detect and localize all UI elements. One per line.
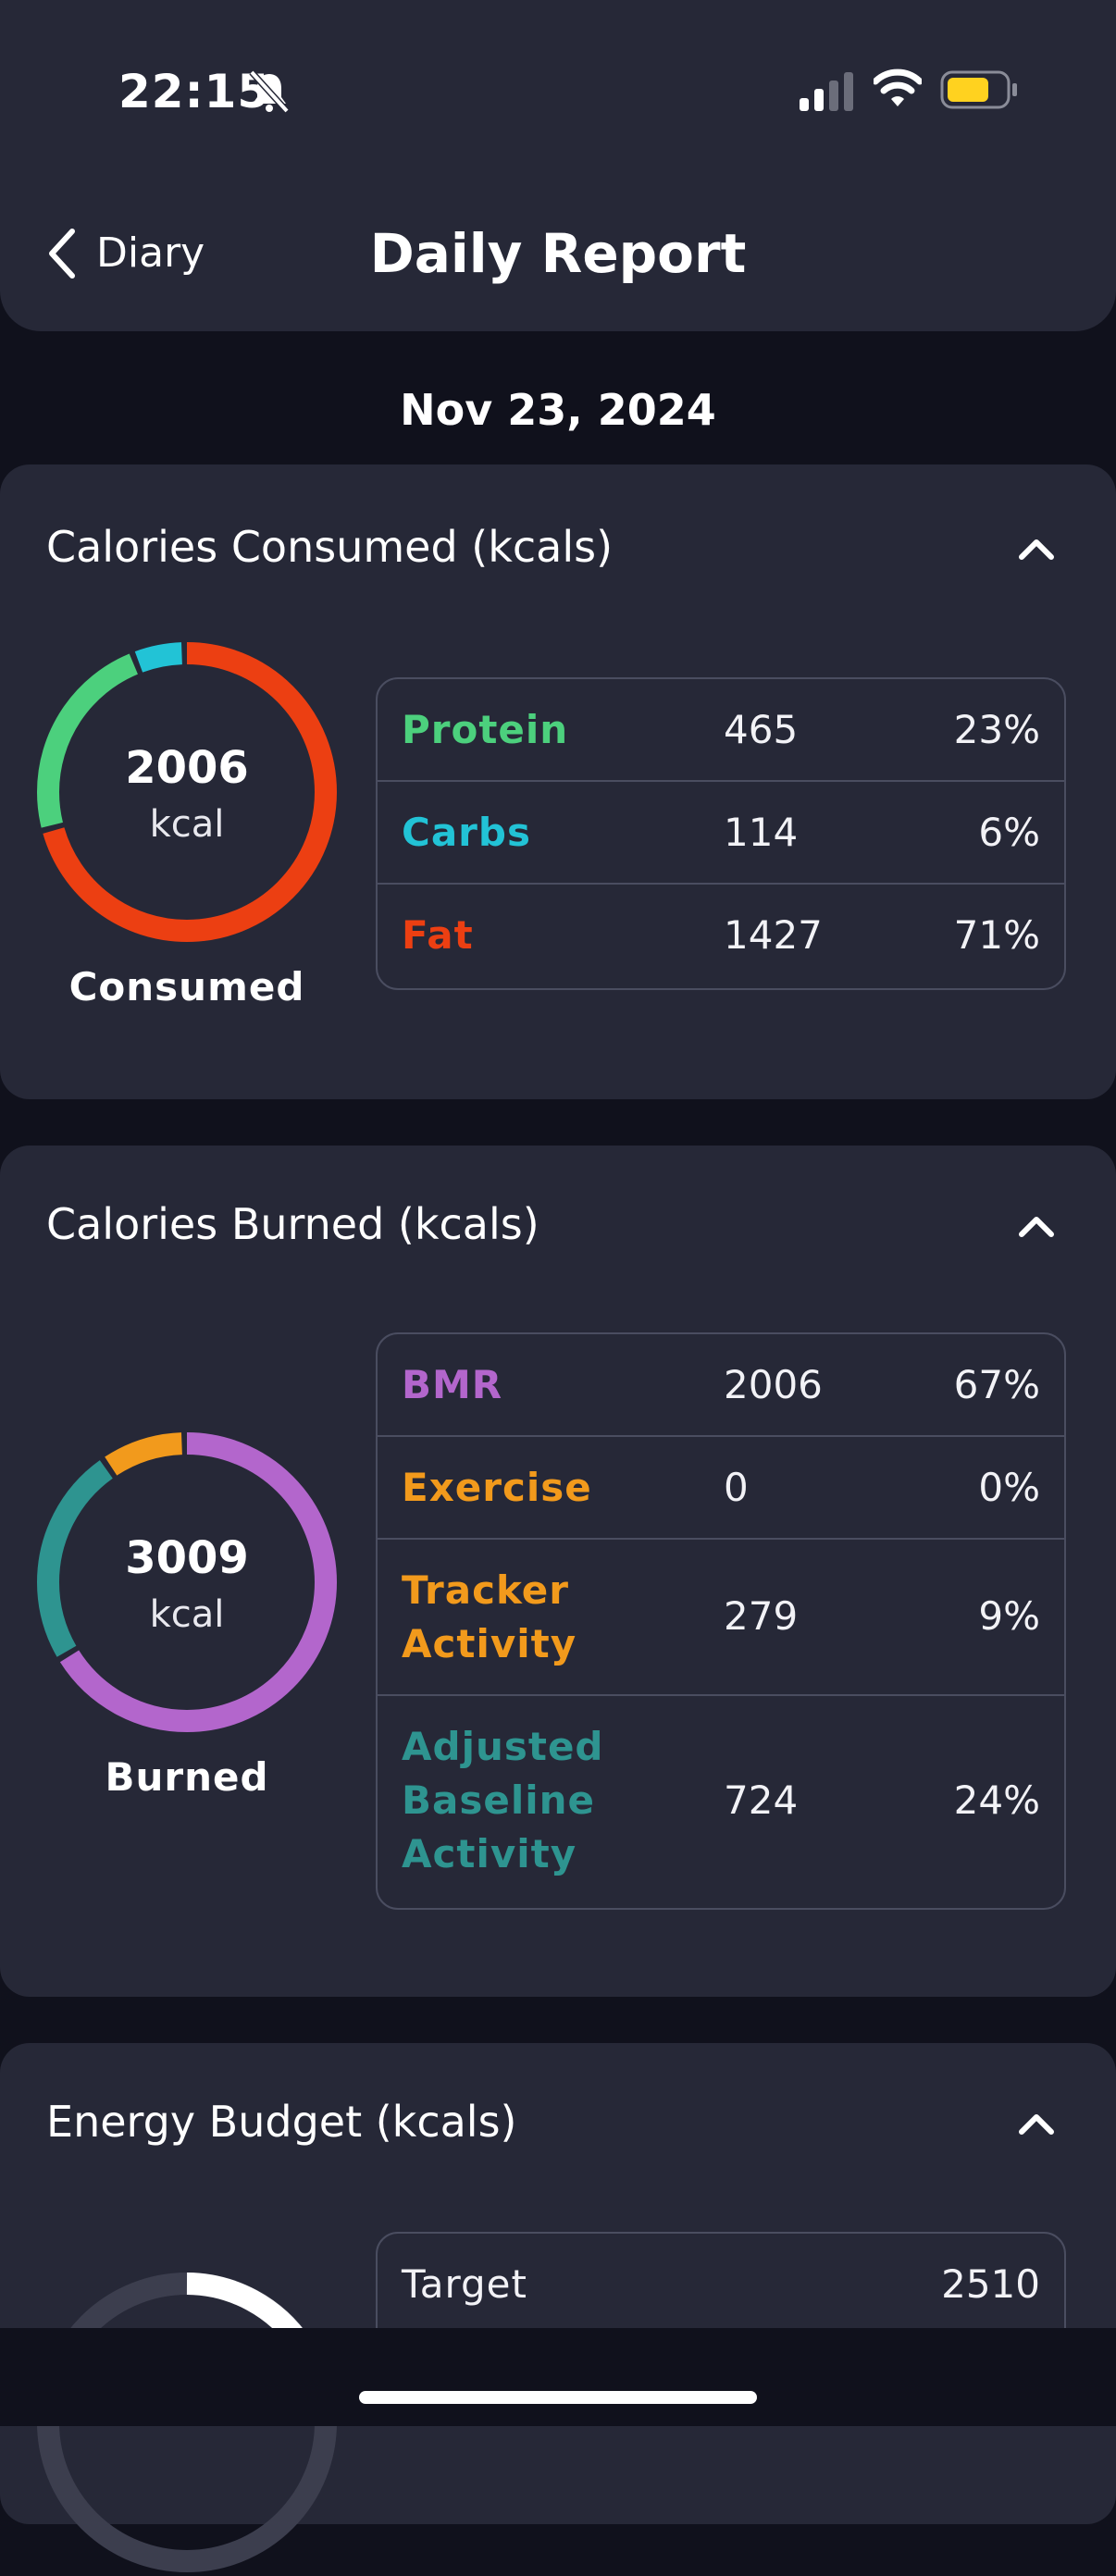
row-label: Tracker Activity (402, 1567, 577, 1666)
home-indicator-area (0, 2328, 1116, 2426)
table-row: Target 2510 (378, 2234, 1064, 2336)
calories-burned-card: Calories Burned (kcals) 3009 kcal Burned… (0, 1146, 1116, 1997)
ring-segment-bmr (37, 1432, 337, 1732)
row-label: Carbs (402, 810, 531, 855)
row-percent: 24% (953, 1777, 1040, 1823)
card-title: Energy Budget (kcals) (46, 2097, 517, 2147)
row-value: 1427 (724, 912, 823, 958)
status-time: 22:15 (118, 65, 271, 118)
consumed-table: Protein 465 23% Carbs 114 6% Fat 1427 71… (376, 677, 1066, 990)
row-label: BMR (402, 1362, 503, 1407)
row-percent: 71% (953, 912, 1040, 958)
ring-segment-protein (37, 642, 337, 942)
consumed-unit: kcal (149, 803, 225, 846)
row-label: Adjusted Baseline Activity (402, 1724, 604, 1876)
row-percent: 6% (978, 810, 1040, 855)
row-value: 2510 (941, 2261, 1040, 2307)
table-row: Protein 465 23% (378, 679, 1064, 782)
bell-muted-icon (249, 69, 290, 114)
energy-budget-card: Energy Budget (kcals) Target 2510 (0, 2043, 1116, 2572)
page-title: Daily Report (369, 222, 747, 285)
table-row: Exercise 0 0% (378, 1437, 1064, 1540)
collapse-chevron-icon[interactable] (1016, 535, 1057, 563)
row-value: 724 (724, 1777, 799, 1823)
row-label: Exercise (402, 1465, 592, 1510)
report-date[interactable]: Nov 23, 2024 (400, 385, 716, 435)
table-row: Carbs 114 6% (378, 782, 1064, 885)
table-row: Tracker Activity 279 9% (378, 1540, 1064, 1696)
signal-icon (800, 72, 853, 111)
header (0, 0, 1116, 331)
row-percent: 23% (953, 707, 1040, 752)
battery-icon (940, 70, 1017, 109)
row-label: Target (402, 2261, 527, 2307)
collapse-chevron-icon[interactable] (1016, 2110, 1057, 2137)
ring-segment-adjusted-baseline-activity (37, 1432, 337, 1732)
collapse-chevron-icon[interactable] (1016, 1212, 1057, 1240)
burned-table: BMR 2006 67% Exercise 0 0% Tracker Activ… (376, 1332, 1066, 1910)
table-row: BMR 2006 67% (378, 1334, 1064, 1437)
consumed-ring-chart (37, 642, 337, 942)
consumed-caption: Consumed (68, 964, 305, 1009)
table-row: Adjusted Baseline Activity 724 24% (378, 1696, 1064, 1908)
row-value: 2006 (724, 1362, 823, 1407)
wifi-icon (874, 68, 922, 106)
home-indicator[interactable] (359, 2391, 757, 2404)
table-row: Fat 1427 71% (378, 885, 1064, 988)
card-title: Calories Consumed (kcals) (46, 522, 614, 572)
row-value: 0 (724, 1465, 749, 1510)
back-button[interactable]: Diary (96, 229, 205, 277)
card-title: Calories Burned (kcals) (46, 1199, 539, 1249)
burned-total: 3009 (125, 1532, 249, 1584)
ring-segment-fat (37, 642, 337, 942)
row-percent: 67% (953, 1362, 1040, 1407)
row-percent: 0% (978, 1465, 1040, 1510)
budget-table: Target 2510 (376, 2232, 1066, 2417)
consumed-total: 2006 (125, 742, 249, 794)
burned-caption: Burned (105, 1754, 269, 1800)
consumed-ring-center: 2006 kcal (94, 742, 279, 846)
row-label: Protein (402, 707, 569, 752)
row-value: 465 (724, 707, 799, 752)
burned-ring-center: 3009 kcal (94, 1532, 279, 1636)
row-value: 114 (724, 810, 799, 855)
row-value: 279 (724, 1593, 799, 1639)
row-percent: 9% (978, 1593, 1040, 1639)
calories-consumed-card: Calories Consumed (kcals) 2006 kcal Cons… (0, 464, 1116, 1099)
back-chevron-icon[interactable] (44, 226, 81, 281)
row-label: Fat (402, 912, 474, 958)
burned-ring-chart (37, 1432, 337, 1732)
burned-unit: kcal (149, 1593, 225, 1636)
